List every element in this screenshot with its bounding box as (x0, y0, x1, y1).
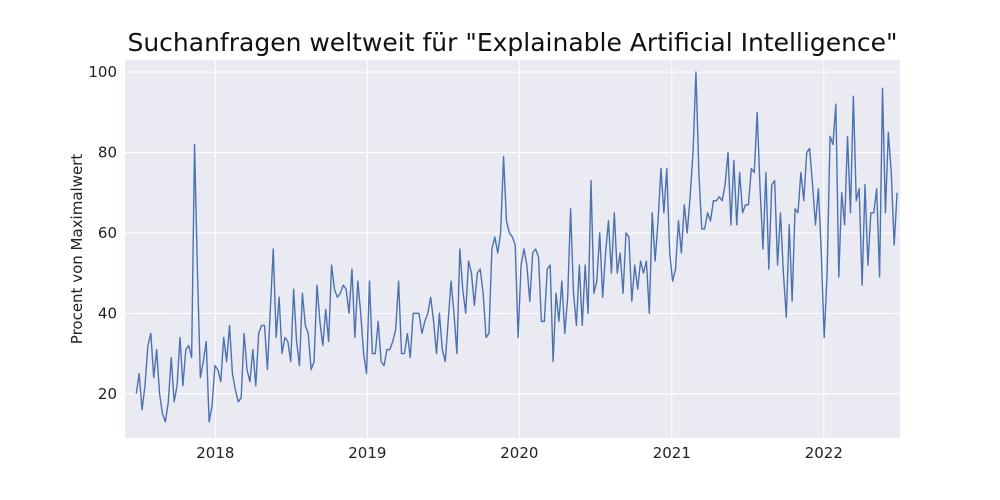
x-tick-label: 2018 (196, 444, 234, 462)
y-tick-label: 100 (88, 63, 117, 81)
series-line (135, 71, 898, 423)
y-tick-label: 60 (98, 224, 117, 242)
y-axis-label: Procent von Maximalwert (68, 154, 86, 345)
y-tick-label: 20 (98, 385, 117, 403)
chart-title: Suchanfragen weltweit für "Explainable A… (127, 28, 898, 57)
y-tick-label: 80 (98, 143, 117, 161)
y-tick-label: 40 (98, 304, 117, 322)
tick-labels: 20 40 60 80 100 2018 2019 2020 2021 2022 (88, 63, 843, 462)
x-tick-label: 2019 (348, 444, 386, 462)
x-tick-label: 2020 (500, 444, 538, 462)
x-tick-label: 2022 (805, 444, 843, 462)
grid-lines (125, 60, 900, 438)
series-layer (135, 71, 898, 423)
plot-area (125, 60, 900, 438)
x-tick-label: 2021 (653, 444, 691, 462)
